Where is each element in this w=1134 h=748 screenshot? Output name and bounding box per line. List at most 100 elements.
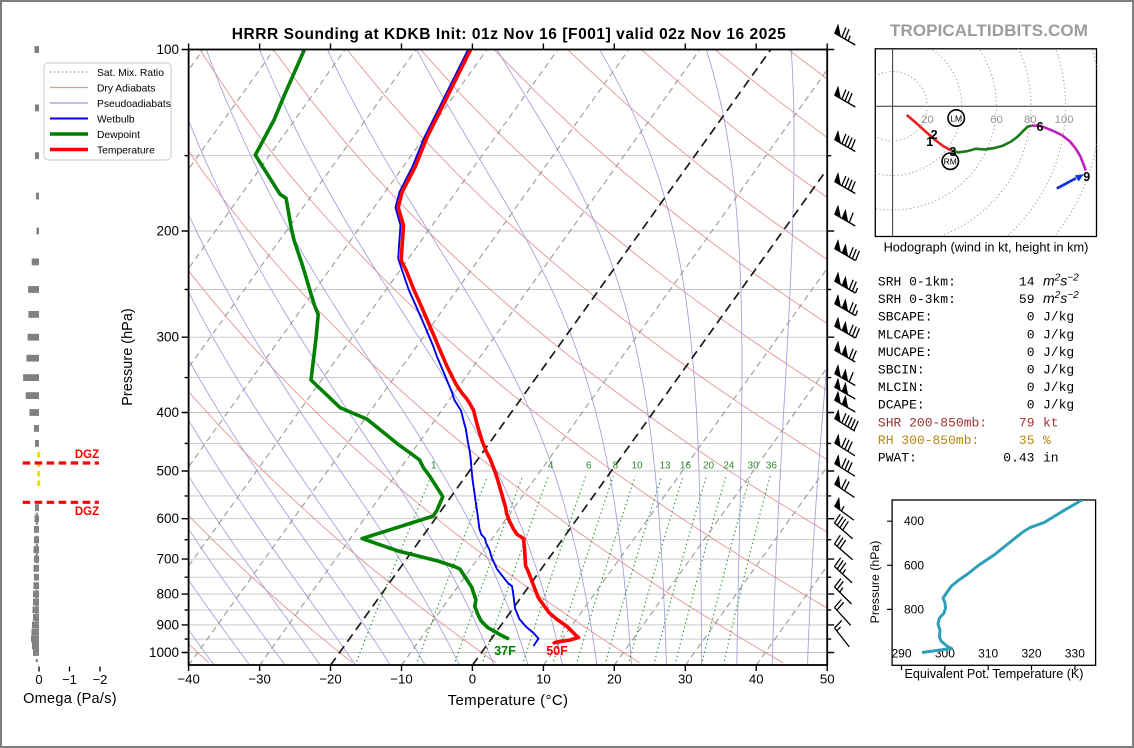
svg-text:J/kg: J/kg: [1043, 380, 1074, 395]
svg-text:600: 600: [904, 558, 924, 572]
svg-text:SHR 200-850mb:: SHR 200-850mb:: [878, 415, 987, 430]
svg-text:SRH 0-3km:: SRH 0-3km:: [878, 292, 956, 307]
svg-text:Pseudoadiabats: Pseudoadiabats: [97, 99, 171, 110]
svg-text:DGZ: DGZ: [75, 506, 99, 518]
svg-text:200: 200: [156, 224, 179, 239]
svg-text:320: 320: [1021, 647, 1041, 661]
svg-text:%: %: [1043, 433, 1051, 448]
svg-text:MLCAPE:: MLCAPE:: [878, 327, 933, 342]
svg-text:DGZ: DGZ: [75, 449, 99, 461]
svg-text:6: 6: [586, 461, 592, 472]
svg-text:0: 0: [1027, 345, 1035, 360]
svg-text:79: 79: [1019, 415, 1035, 430]
svg-text:in: in: [1043, 451, 1059, 466]
svg-text:37F: 37F: [494, 644, 516, 658]
svg-text:2: 2: [931, 128, 938, 142]
svg-text:J/kg: J/kg: [1043, 398, 1074, 413]
svg-text:J/kg: J/kg: [1043, 345, 1074, 360]
svg-text:700: 700: [156, 552, 179, 567]
svg-text:LM: LM: [950, 114, 962, 124]
svg-text:kt: kt: [1043, 415, 1059, 430]
svg-text:0.43: 0.43: [1003, 451, 1034, 466]
svg-text:PWAT:: PWAT:: [878, 451, 917, 466]
svg-text:Pressure (hPa): Pressure (hPa): [120, 308, 136, 406]
svg-text:−2: −2: [93, 672, 108, 687]
svg-text:800: 800: [156, 587, 179, 602]
svg-text:J/kg: J/kg: [1043, 327, 1074, 342]
svg-text:500: 500: [156, 464, 179, 479]
svg-text:SBCIN:: SBCIN:: [878, 363, 925, 378]
svg-text:1000: 1000: [149, 645, 179, 660]
svg-text:330: 330: [1065, 647, 1085, 661]
svg-text:900: 900: [156, 617, 179, 632]
svg-text:1: 1: [926, 135, 933, 149]
svg-text:Omega (Pa/s): Omega (Pa/s): [23, 691, 117, 707]
svg-text:6: 6: [1037, 120, 1044, 134]
svg-text:59: 59: [1019, 292, 1035, 307]
svg-text:4: 4: [548, 461, 554, 472]
svg-text:100: 100: [156, 42, 179, 57]
svg-text:20: 20: [921, 114, 934, 126]
svg-text:400: 400: [904, 514, 924, 528]
svg-text:400: 400: [156, 405, 179, 420]
svg-text:30: 30: [748, 461, 760, 472]
svg-text:0: 0: [1027, 380, 1035, 395]
svg-text:13: 13: [659, 461, 671, 472]
svg-text:Pressure (hPa): Pressure (hPa): [868, 541, 882, 624]
svg-text:0: 0: [1027, 363, 1035, 378]
svg-text:80: 80: [1024, 114, 1037, 126]
svg-text:1: 1: [431, 461, 437, 472]
svg-text:50: 50: [820, 672, 835, 687]
svg-text:TROPICALTIDBITS.COM: TROPICALTIDBITS.COM: [890, 21, 1088, 40]
svg-text:Hodograph (wind in kt, height: Hodograph (wind in kt, height in km): [884, 240, 1089, 255]
svg-text:0: 0: [35, 672, 42, 687]
svg-text:DCAPE:: DCAPE:: [878, 398, 925, 413]
svg-text:−10: −10: [390, 672, 412, 687]
svg-text:J/kg: J/kg: [1043, 310, 1074, 325]
svg-text:MLCIN:: MLCIN:: [878, 380, 925, 395]
svg-text:0: 0: [1027, 398, 1035, 413]
svg-text:−40: −40: [177, 672, 199, 687]
svg-text:Temperature (°C): Temperature (°C): [448, 692, 569, 709]
svg-text:290: 290: [891, 647, 911, 661]
svg-text:40: 40: [749, 672, 764, 687]
svg-text:310: 310: [978, 647, 998, 661]
svg-text:J/kg: J/kg: [1043, 363, 1074, 378]
svg-text:0: 0: [469, 672, 476, 687]
svg-text:800: 800: [904, 602, 924, 616]
svg-text:9: 9: [1083, 170, 1090, 184]
svg-text:10: 10: [631, 461, 643, 472]
svg-text:16: 16: [680, 461, 692, 472]
svg-text:3: 3: [949, 145, 956, 159]
svg-text:600: 600: [156, 511, 179, 526]
svg-text:100: 100: [1055, 114, 1074, 126]
svg-text:Dry Adiabats: Dry Adiabats: [97, 83, 155, 94]
svg-text:−30: −30: [248, 672, 270, 687]
svg-text:RM: RM: [944, 157, 957, 167]
svg-text:MUCAPE:: MUCAPE:: [878, 345, 933, 360]
svg-text:20: 20: [703, 461, 715, 472]
svg-text:300: 300: [156, 330, 179, 345]
svg-text:HRRR Sounding at KDKB Init: 01: HRRR Sounding at KDKB Init: 01z Nov 16 […: [232, 26, 787, 43]
svg-text:60: 60: [990, 114, 1003, 126]
svg-text:36: 36: [766, 461, 778, 472]
svg-text:SRH 0-1km:: SRH 0-1km:: [878, 275, 956, 290]
svg-text:20: 20: [607, 672, 622, 687]
svg-text:−20: −20: [319, 672, 341, 687]
svg-text:35: 35: [1019, 433, 1035, 448]
svg-text:−1: −1: [62, 672, 77, 687]
svg-text:0: 0: [1027, 310, 1035, 325]
svg-text:14: 14: [1019, 275, 1035, 290]
svg-text:Temperature: Temperature: [97, 145, 155, 156]
svg-text:10: 10: [536, 672, 551, 687]
svg-text:Equivalent Pot. Temperature (K: Equivalent Pot. Temperature (K): [905, 667, 1084, 681]
svg-text:30: 30: [678, 672, 693, 687]
svg-text:Dewpoint: Dewpoint: [97, 130, 140, 141]
svg-text:8: 8: [613, 461, 619, 472]
svg-text:50F: 50F: [546, 644, 568, 658]
svg-text:Wetbulb: Wetbulb: [97, 114, 135, 125]
svg-text:Sat. Mix. Ratio: Sat. Mix. Ratio: [97, 68, 164, 79]
svg-text:24: 24: [723, 461, 735, 472]
svg-text:SBCAPE:: SBCAPE:: [878, 310, 933, 325]
svg-text:RH 300-850mb:: RH 300-850mb:: [878, 433, 979, 448]
